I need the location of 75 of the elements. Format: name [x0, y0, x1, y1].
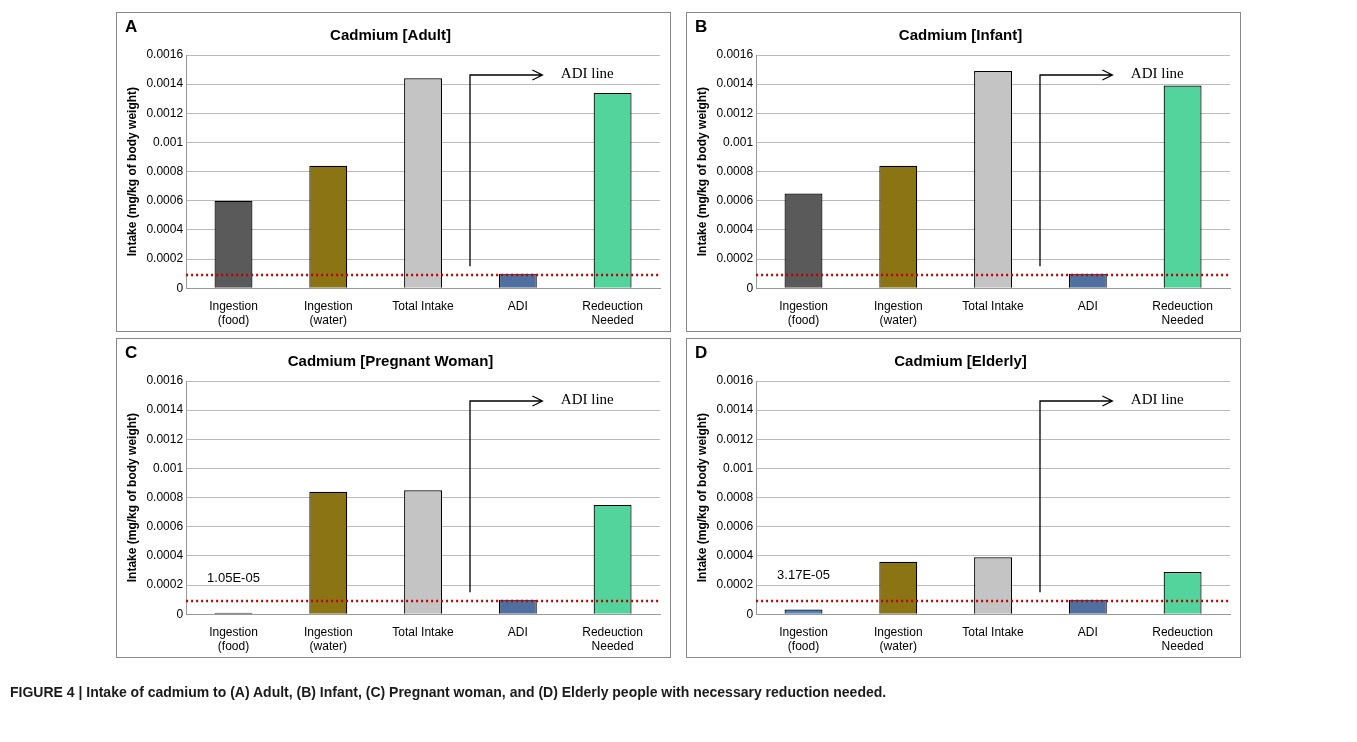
chart-title: Cadmium [Infant]: [898, 26, 1023, 44]
x-tick-label: Total Intake: [392, 298, 455, 313]
y-tick-label: 0.0012: [716, 105, 754, 120]
data-label: 1.05E-05: [207, 569, 260, 585]
y-tick-label: 0.0006: [146, 519, 184, 534]
y-tick-label: 0.0006: [716, 519, 754, 534]
y-tick-label: 0.0006: [716, 193, 754, 208]
y-tick-label: 0.0012: [146, 431, 184, 446]
caption: FIGURE 4 | Intake of cadmium to (A) Adult, (B) Infant, (C) Pregnant woman, and (D) Elderly people with necessary reduction needed.: [10, 684, 887, 700]
y-tick-label: 0.001: [723, 460, 754, 475]
y-tick-label: 0: [176, 606, 184, 621]
x-tick-label: Redeuction Needed: [582, 624, 643, 654]
y-tick-label: 0.0002: [146, 577, 184, 592]
y-tick-label: 0.0004: [716, 548, 754, 563]
y-tick-label: 0.0012: [716, 431, 754, 446]
y-axis-title: Intake (mg/kg of body weight): [124, 412, 139, 583]
x-tick-label: Total Intake: [962, 624, 1025, 639]
text: A: [125, 17, 138, 37]
x-tick-label: Redeuction Needed: [1152, 298, 1213, 328]
y-tick-label: 0.001: [723, 134, 754, 149]
text: C: [125, 343, 138, 363]
annotation: ADI line: [560, 65, 614, 82]
y-tick-label: 0.0016: [716, 47, 754, 62]
data-label: 3.17E-05: [777, 566, 830, 582]
y-axis-title: Intake (mg/kg of body weight): [694, 86, 709, 257]
x-tick-label: Ingestion (food): [209, 624, 258, 654]
y-tick-label: 0.0014: [716, 76, 754, 91]
y-axis-title: Intake (mg/kg of body weight): [124, 86, 139, 257]
y-tick-label: 0.0014: [146, 402, 184, 417]
y-axis-title: Intake (mg/kg of body weight): [694, 412, 709, 583]
x-tick-label: Ingestion (food): [209, 298, 258, 328]
y-tick-label: 0.0008: [146, 489, 184, 504]
y-tick-label: 0.0014: [716, 402, 754, 417]
x-tick-label: ADI: [1077, 624, 1098, 639]
y-tick-label: 0.001: [153, 460, 184, 475]
x-tick-label: ADI: [1077, 298, 1098, 313]
y-tick-label: 0.0004: [146, 222, 184, 237]
x-tick-label: Ingestion (water): [873, 624, 923, 654]
x-tick-label: Ingestion (water): [873, 298, 923, 328]
y-tick-label: 0.0006: [146, 193, 184, 208]
y-tick-label: 0.001: [153, 134, 184, 149]
y-tick-label: 0: [176, 280, 184, 295]
y-tick-label: 0.0008: [146, 163, 184, 178]
annotation: ADI line: [1130, 391, 1184, 408]
x-tick-label: Ingestion (water): [303, 298, 353, 328]
x-tick-label: Ingestion (food): [779, 624, 828, 654]
x-tick-label: Total Intake: [962, 298, 1025, 313]
y-tick-label: 0: [746, 606, 754, 621]
text: D: [695, 343, 708, 363]
y-tick-label: 0.0016: [716, 373, 754, 388]
x-tick-label: ADI: [507, 624, 528, 639]
y-tick-label: 0.0008: [716, 163, 754, 178]
y-tick-label: 0.0016: [146, 373, 184, 388]
x-tick-label: ADI: [507, 298, 528, 313]
annotation: ADI line: [560, 391, 614, 408]
chart-title: Cadmium [Adult]: [330, 26, 451, 44]
y-tick-label: 0.0002: [716, 251, 754, 266]
x-tick-label: Ingestion (food): [779, 298, 828, 328]
chart-title: Cadmium [Pregnant Woman]: [287, 352, 494, 370]
y-tick-label: 0.0002: [716, 577, 754, 592]
y-tick-label: 0.0012: [146, 105, 184, 120]
y-tick-label: 0.0004: [146, 548, 184, 563]
y-tick-label: 0: [746, 280, 754, 295]
x-tick-label: Total Intake: [392, 624, 455, 639]
y-tick-label: 0.0016: [146, 47, 184, 62]
text: B: [695, 17, 708, 37]
x-tick-label: Ingestion (water): [303, 624, 353, 654]
annotation: ADI line: [1130, 65, 1184, 82]
y-tick-label: 0.0014: [146, 76, 184, 91]
y-tick-label: 0.0004: [716, 222, 754, 237]
y-tick-label: 0.0002: [146, 251, 184, 266]
x-tick-label: Redeuction Needed: [582, 298, 643, 328]
y-tick-label: 0.0008: [716, 489, 754, 504]
x-tick-label: Redeuction Needed: [1152, 624, 1213, 654]
chart-title: Cadmium [Elderly]: [894, 352, 1027, 370]
